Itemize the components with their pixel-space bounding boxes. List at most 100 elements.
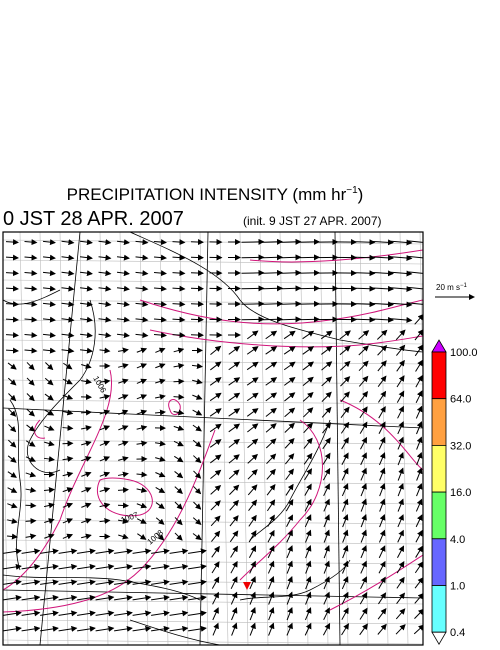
wind-vector xyxy=(212,622,219,636)
wind-vector xyxy=(360,514,367,528)
wind-vector xyxy=(42,332,56,339)
wind-vector xyxy=(323,560,330,574)
wind-vector xyxy=(228,469,240,480)
wind-vector xyxy=(321,376,333,387)
wind-vector xyxy=(370,301,394,308)
wind-vector xyxy=(296,238,320,245)
wind-vector xyxy=(389,285,413,292)
wind-vector xyxy=(7,487,18,493)
wind-vector xyxy=(98,270,112,277)
wind-vector xyxy=(246,361,259,371)
wind-vector xyxy=(339,360,351,371)
wind-vector xyxy=(63,362,73,370)
wind-vector xyxy=(323,483,330,497)
wind-vector xyxy=(396,359,405,372)
wind-vector xyxy=(156,532,165,541)
wind-vector xyxy=(155,471,166,478)
wind-vector xyxy=(408,255,423,259)
wind-vector xyxy=(79,285,93,292)
wind-vector xyxy=(155,363,166,369)
wind-vector xyxy=(259,285,283,292)
wind-vector xyxy=(193,470,202,479)
wind-vector xyxy=(413,624,423,635)
wind-vector xyxy=(116,239,130,246)
wind-vector xyxy=(296,285,320,292)
wind-vector xyxy=(360,545,367,559)
wind-vector xyxy=(228,345,240,355)
wind-vector xyxy=(210,515,221,527)
wind-vector xyxy=(98,285,112,292)
wind-vector xyxy=(42,254,56,261)
wind-vector xyxy=(323,514,330,528)
wind-vector xyxy=(342,514,349,528)
wind-vector xyxy=(77,610,96,617)
wind-vector xyxy=(118,456,129,462)
wind-vector xyxy=(135,285,149,292)
wind-vector xyxy=(379,514,386,528)
wind-vector xyxy=(79,239,93,246)
wind-vector xyxy=(117,487,129,493)
wind-vector xyxy=(211,576,220,589)
wind-vector xyxy=(61,332,75,339)
grid-line xyxy=(259,232,269,645)
wind-vector xyxy=(44,377,54,386)
wind-vector xyxy=(284,422,295,433)
wind-vector xyxy=(95,548,115,555)
wind-vector xyxy=(153,254,167,261)
wind-vector xyxy=(396,576,405,589)
wind-vector xyxy=(151,594,170,601)
wind-vector xyxy=(247,423,259,433)
wind-vector xyxy=(118,363,129,369)
coastline xyxy=(3,574,201,601)
wind-vector xyxy=(408,271,423,274)
wind-vector xyxy=(174,532,183,541)
wind-vector xyxy=(80,409,92,416)
wind-vector xyxy=(99,456,111,462)
wind-vector xyxy=(296,269,320,276)
wind-vector xyxy=(7,518,18,524)
wind-vector xyxy=(396,592,406,604)
wind-vector xyxy=(389,254,413,261)
wind-vector xyxy=(116,285,130,292)
wind-vector xyxy=(359,591,368,605)
wind-vector xyxy=(230,576,238,590)
isobar xyxy=(239,419,323,581)
wind-vector xyxy=(211,545,220,558)
wind-vector xyxy=(40,610,59,617)
wind-vector xyxy=(341,437,349,450)
wind-vector xyxy=(61,316,75,323)
wind-vector xyxy=(340,421,350,434)
wind-vector xyxy=(79,254,93,261)
wind-vector xyxy=(212,607,219,621)
wind-vector xyxy=(81,518,92,524)
wind-vector xyxy=(99,394,111,400)
wind-vector xyxy=(370,316,394,323)
wind-vector xyxy=(174,455,184,463)
wind-vector xyxy=(228,377,241,386)
wind-vector xyxy=(278,254,302,261)
wind-vector xyxy=(268,576,275,590)
wind-vector xyxy=(79,332,93,339)
wind-vector xyxy=(321,345,333,355)
wind-vector xyxy=(323,529,330,543)
wind-vector xyxy=(229,515,239,527)
wind-vector xyxy=(396,561,405,574)
wind-vector xyxy=(58,548,78,555)
wind-vector xyxy=(188,548,207,555)
grid-line xyxy=(159,232,169,645)
wind-vector xyxy=(378,436,386,450)
wind-vector xyxy=(304,468,313,481)
wind-vector xyxy=(323,498,330,512)
wind-vector xyxy=(322,467,331,481)
wind-vector xyxy=(188,625,207,632)
wind-vector xyxy=(5,316,19,323)
wind-vector xyxy=(305,545,312,559)
wind-vector xyxy=(24,239,38,246)
wind-vector xyxy=(259,269,283,276)
wind-vector xyxy=(360,498,367,512)
wind-vector xyxy=(43,456,55,462)
wind-vector xyxy=(278,316,302,323)
wind-vector xyxy=(118,425,129,431)
colorbar: 100.0 64.0 32.0 16.0 4.0 1.0 0.4 xyxy=(431,339,478,645)
grid-line xyxy=(3,371,9,645)
